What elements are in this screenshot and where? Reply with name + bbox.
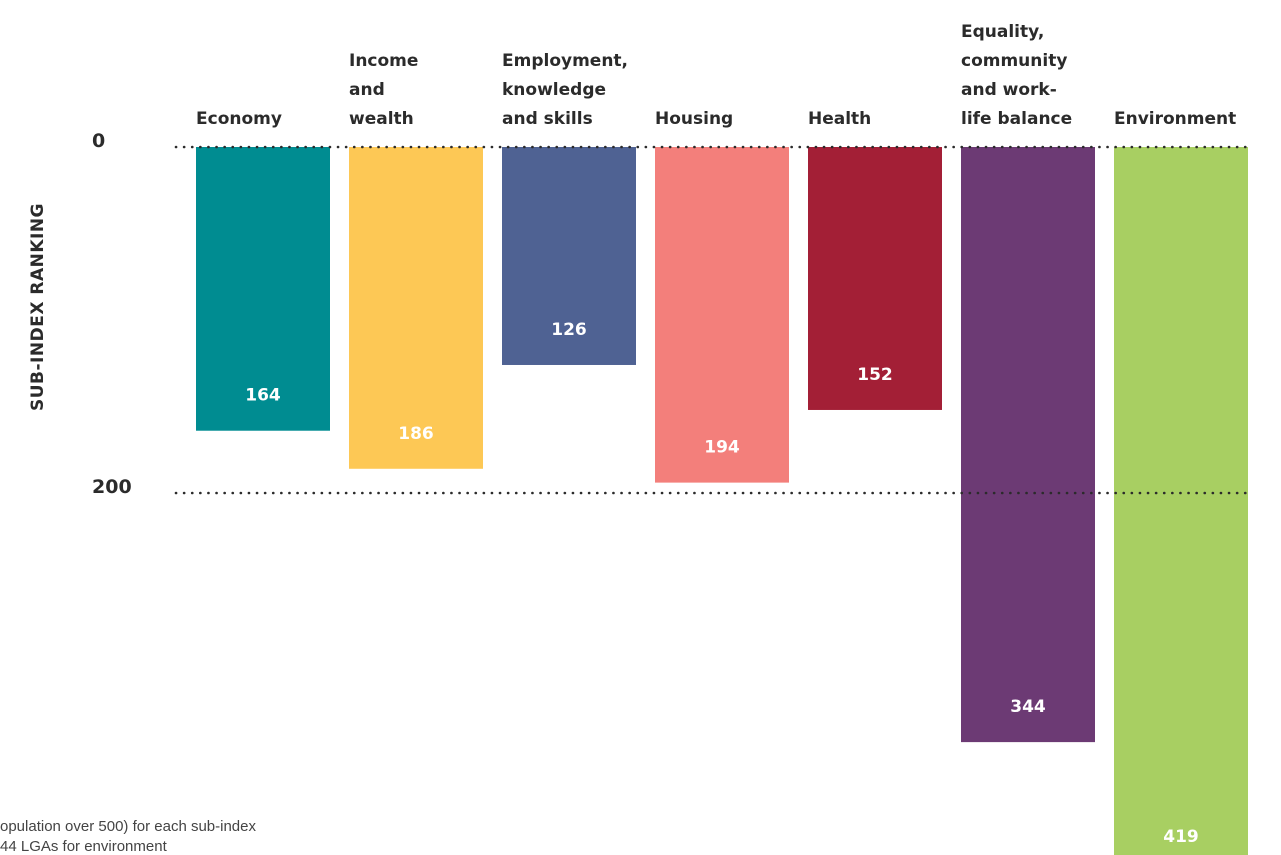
- category-label-2-2: and skills: [502, 109, 593, 129]
- category-label-6-0: Environment: [1114, 109, 1236, 129]
- footnote-line-1: opulation over 500) for each sub-index: [0, 818, 256, 835]
- bar-6: [1114, 147, 1248, 855]
- category-label-1-0: Income: [349, 51, 418, 71]
- bar-value-label-5: 344: [1010, 697, 1046, 717]
- category-label-5-2: and work-: [961, 80, 1057, 100]
- category-label-0-0: Economy: [196, 109, 282, 129]
- category-label-1-2: wealth: [349, 109, 414, 129]
- category-label-5-3: life balance: [961, 109, 1072, 129]
- category-label-4-0: Health: [808, 109, 871, 129]
- bar-4: [808, 147, 942, 410]
- category-label-5-0: Equality,: [961, 22, 1044, 42]
- category-label-2-1: knowledge: [502, 80, 606, 100]
- bar-value-label-3: 194: [704, 438, 740, 458]
- bar-2: [502, 147, 636, 365]
- bar-1: [349, 147, 483, 469]
- category-label-2-0: Employment,: [502, 51, 628, 71]
- bar-value-label-6: 419: [1163, 827, 1199, 847]
- footnote-line-2: 44 LGAs for environment: [0, 838, 167, 855]
- category-label-5-1: community: [961, 51, 1067, 71]
- bar-5: [961, 147, 1095, 743]
- y-tick-label-0: 0: [92, 130, 106, 152]
- bar-value-label-4: 152: [857, 365, 893, 385]
- category-label-1-1: and: [349, 80, 385, 100]
- bar-value-label-2: 126: [551, 320, 587, 340]
- y-tick-label-200: 200: [92, 476, 132, 498]
- bar-3: [655, 147, 789, 483]
- bar-value-label-0: 164: [245, 386, 281, 406]
- bar-0: [196, 147, 330, 431]
- category-label-3-0: Housing: [655, 109, 733, 129]
- bar-value-label-1: 186: [398, 424, 434, 444]
